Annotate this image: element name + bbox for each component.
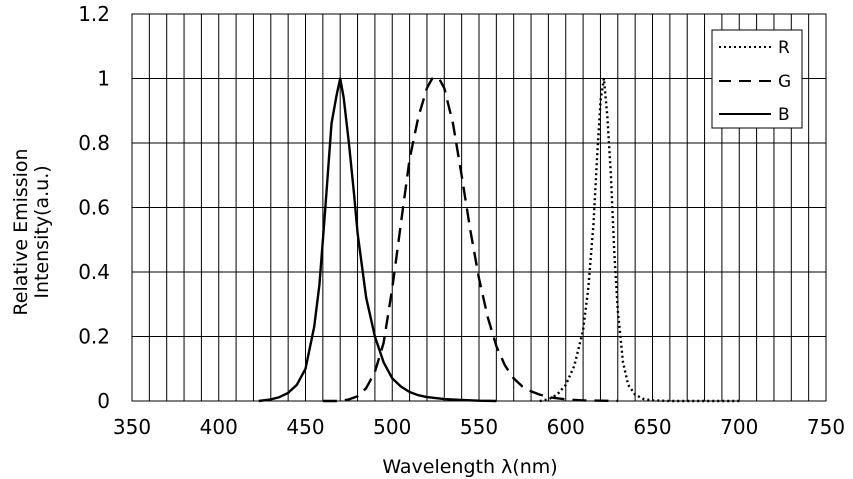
legend-label-g: G	[778, 72, 791, 92]
tick-labels: 350 400 450 500 550 600 650 700 750 0 0.2 0.4 0.6 0.8…	[78, 2, 845, 439]
y-axis-title-line-1: Relative Emission	[10, 148, 32, 315]
series-line-g	[322, 77, 618, 403]
x-tick-label: 600	[547, 415, 585, 439]
series-lines	[258, 77, 740, 403]
x-tick-label: 450	[286, 415, 324, 439]
x-tick-label: 500	[373, 415, 411, 439]
series-line-r	[539, 77, 740, 403]
legend-label-b: B	[778, 105, 790, 125]
y-tick-label: 0.2	[78, 325, 110, 349]
x-tick-label: 550	[460, 415, 498, 439]
series-line-b	[258, 77, 497, 403]
y-tick-label: 1.2	[78, 2, 110, 26]
y-tick-label: 0.8	[78, 131, 110, 155]
x-tick-label: 350	[113, 415, 151, 439]
y-tick-label: 0.6	[78, 196, 110, 220]
y-axis-title-line-2: Intensity(a.u.)	[31, 165, 53, 298]
x-tick-label: 700	[720, 415, 758, 439]
x-tick-label: 750	[807, 415, 845, 439]
y-tick-label: 0.4	[78, 260, 110, 284]
x-tick-label: 650	[633, 415, 671, 439]
x-axis-title: Wavelength λ(nm)	[382, 456, 557, 478]
y-tick-label: 1	[97, 67, 110, 91]
legend-box	[711, 29, 803, 129]
legend: R G B	[711, 29, 803, 129]
legend-label-r: R	[778, 38, 790, 58]
y-tick-label: 0	[97, 389, 110, 413]
x-tick-label: 400	[200, 415, 238, 439]
